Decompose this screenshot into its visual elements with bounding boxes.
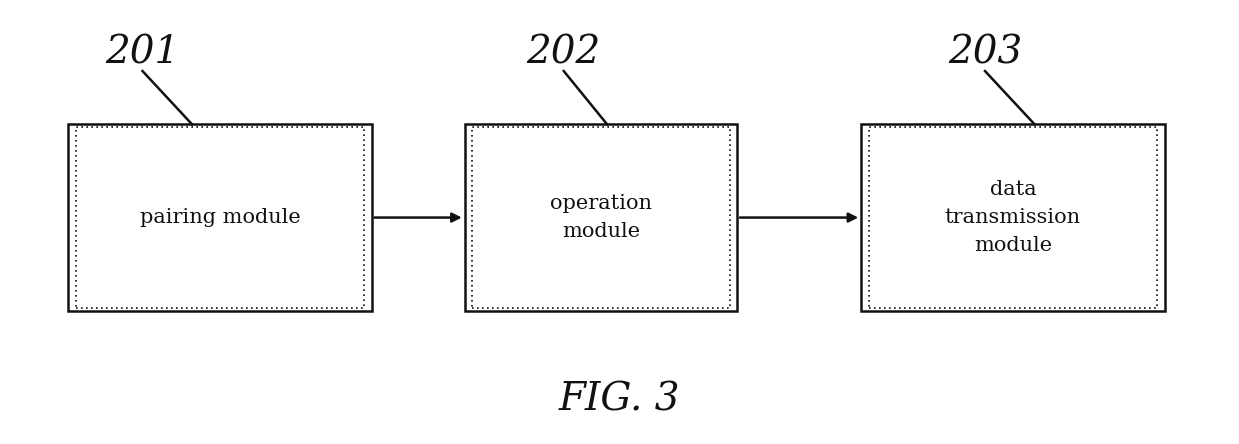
Bar xyxy=(869,127,1157,308)
Bar xyxy=(861,124,1165,311)
Bar xyxy=(465,124,737,311)
Text: 202: 202 xyxy=(527,35,601,72)
Text: 203: 203 xyxy=(948,35,1022,72)
Text: operation
module: operation module xyxy=(550,194,652,241)
Bar xyxy=(76,127,364,308)
Text: 201: 201 xyxy=(105,35,180,72)
Text: pairing module: pairing module xyxy=(140,208,300,227)
Text: FIG. 3: FIG. 3 xyxy=(559,381,680,418)
Bar xyxy=(472,127,730,308)
Text: data
transmission
module: data transmission module xyxy=(945,180,1080,255)
Bar xyxy=(68,124,372,311)
